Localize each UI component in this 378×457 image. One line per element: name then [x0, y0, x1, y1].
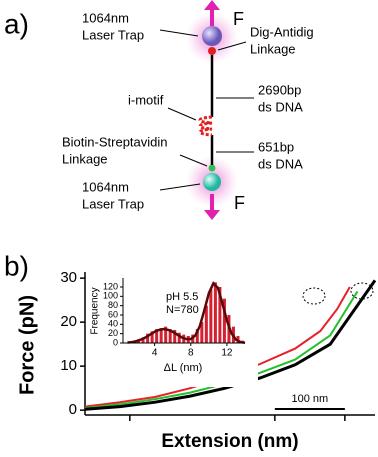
fit-curve — [127, 281, 246, 345]
panel-a: a) 1064nm Laser Trap F Dig-Antidig Linka… — [4, 0, 314, 220]
force-arrow-head — [204, 210, 220, 220]
annotation: N=780 — [166, 304, 199, 316]
hist-bar — [159, 328, 163, 343]
annotation: pH 5.5 — [166, 291, 198, 303]
y-tick-label: 60 — [108, 309, 118, 319]
hist-bar — [177, 332, 181, 343]
label: 1064nm — [82, 179, 129, 194]
label: ds DNA — [258, 99, 303, 114]
x-tick-label: 4 — [152, 348, 158, 359]
label: Linkage — [62, 151, 108, 166]
hist-bar — [164, 326, 168, 343]
y-tick-label: 120 — [103, 281, 118, 291]
label: Laser Trap — [82, 27, 144, 42]
label: 651bp — [258, 139, 294, 154]
bead — [203, 173, 221, 191]
x-axis-label: ΔL (nm) — [164, 362, 203, 374]
y-axis-label: Force (pN) — [16, 295, 38, 395]
force-curve — [84, 279, 377, 411]
hist-bar — [168, 329, 172, 343]
x-tick-label: 8 — [188, 348, 194, 359]
y-tick-label: 40 — [108, 319, 118, 329]
hist-bar — [222, 298, 226, 343]
pointer — [217, 41, 247, 51]
y-tick-label: 20 — [60, 313, 77, 330]
hist-bar — [150, 331, 154, 343]
hist-bar — [218, 287, 222, 343]
pointer — [179, 154, 208, 167]
panel-label: a) — [4, 8, 29, 39]
highlight — [302, 287, 326, 305]
i-motif-coil — [198, 115, 213, 137]
pointer — [159, 183, 201, 191]
y-tick-label: 0 — [113, 337, 118, 347]
x-axis-label: Extension (nm) — [161, 431, 298, 452]
linkage — [208, 164, 216, 172]
force-label: F — [234, 193, 245, 213]
y-tick-label: 10 — [60, 357, 77, 374]
hist-bar — [200, 322, 204, 343]
x-tick-label: 12 — [221, 348, 233, 359]
y-tick-label: 20 — [108, 328, 118, 338]
hist-bar — [173, 329, 177, 343]
main-chart: 0 10 20 30 Force (pN) Extension (nm) 100 nm — [16, 269, 377, 452]
y-tick-label: 100 — [103, 291, 118, 301]
y-axis-label: Frequency — [90, 287, 101, 334]
hist-bar — [141, 337, 145, 343]
pointer — [167, 107, 197, 121]
hist-bar — [155, 329, 159, 343]
linkage — [208, 47, 216, 55]
label: ds DNA — [258, 156, 303, 171]
y-tick-label: 80 — [108, 300, 118, 310]
label: 1064nm — [82, 10, 129, 25]
panel-label: b) — [4, 250, 29, 281]
label: i-motif — [128, 92, 164, 107]
label: Laser Trap — [82, 196, 144, 211]
label: Dig-Antidig — [250, 24, 314, 39]
label: Linkage — [250, 41, 296, 56]
y-tick-label: 30 — [60, 269, 77, 286]
hist-bar — [209, 289, 213, 343]
force-arrow-head — [204, 0, 220, 10]
force-label: F — [233, 9, 244, 29]
pointer — [159, 29, 199, 37]
hist-bar — [146, 333, 150, 343]
bead — [202, 26, 222, 46]
scale-bar-label: 100 nm — [292, 393, 329, 405]
y-tick-label: 0 — [69, 401, 77, 418]
hist-bar — [204, 305, 208, 343]
hist-bar — [195, 329, 199, 343]
hist-bar — [213, 282, 217, 343]
label: 2690bp — [258, 82, 301, 97]
label: Biotin-Streptavidin — [62, 134, 168, 149]
highlight — [350, 282, 374, 300]
